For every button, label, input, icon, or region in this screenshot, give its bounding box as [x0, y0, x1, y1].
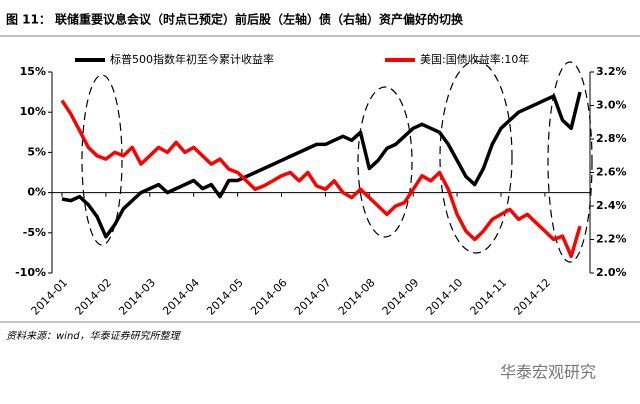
- y2-tick-label: 2.0%: [596, 266, 627, 279]
- y2-tick-label: 2.8%: [596, 132, 627, 145]
- source: 资料来源：wind，华泰证券研究所整理: [6, 330, 182, 342]
- y-tick-label: 0%: [27, 186, 46, 199]
- watermark: 华泰宏观研究: [500, 363, 596, 382]
- y2-tick-label: 3.0%: [596, 99, 627, 112]
- annotation-ellipse: [357, 86, 413, 238]
- y2-tick-label: 3.2%: [596, 65, 627, 78]
- y-tick-label: 10%: [20, 105, 46, 118]
- annotation-ellipse: [81, 74, 123, 246]
- legend-label: 美国:国债收益率:10年: [420, 52, 529, 66]
- y-tick-label: 15%: [20, 65, 46, 78]
- annotation-ellipse: [547, 61, 593, 263]
- series-line: [61, 91, 582, 239]
- y2-tick-label: 2.2%: [596, 233, 627, 246]
- chart-title: 图 11： 联储重要议息会议（时点已预定）前后股（左轴）债（右轴）资产偏好的切换: [6, 12, 464, 27]
- y-tick-label: -5%: [23, 226, 46, 239]
- legend-label: 标普500指数年初至今累计收益率: [110, 52, 274, 66]
- y-tick-label: 5%: [27, 145, 46, 158]
- y2-tick-label: 2.6%: [596, 166, 627, 179]
- y-tick-label: -10%: [15, 266, 46, 279]
- y2-tick-label: 2.4%: [596, 199, 627, 212]
- annotation-ellipse: [439, 60, 513, 254]
- series-line: [60, 99, 582, 259]
